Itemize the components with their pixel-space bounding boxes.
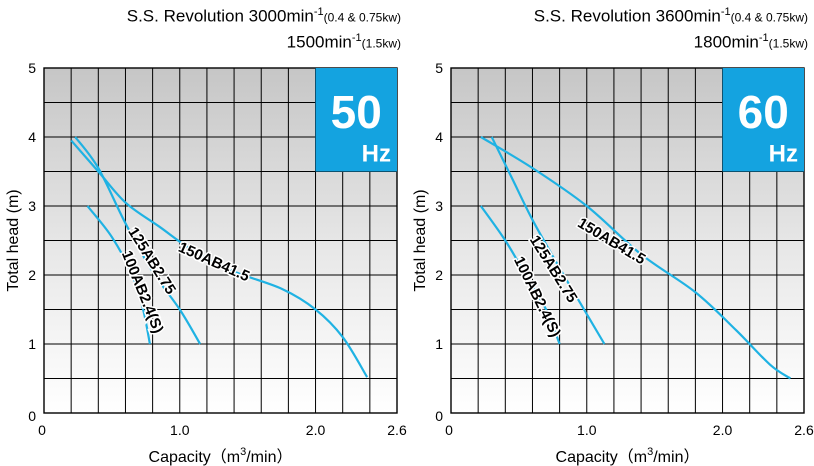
chart-panel-50hz: S.S. Revolution 3000min-1(0.4 & 0.75kw) …	[5, 6, 407, 466]
chart-title-line2: 1500min-1(1.5kw)	[287, 32, 401, 53]
y-tick-label: 5	[28, 60, 36, 76]
y-axis-label: Total head (m)	[412, 189, 429, 291]
grid	[451, 68, 804, 413]
x-tick-label: 0	[38, 422, 46, 438]
y-tick-label: 3	[435, 198, 443, 214]
y-tick-label: 4	[28, 129, 36, 145]
title-text: 1800min	[693, 32, 759, 52]
x-tick-label: 1.0	[577, 422, 597, 438]
x-axis-label: Capacity（m3/min）	[149, 446, 293, 466]
title-text: S.S. Revolution 3600min	[533, 6, 721, 26]
title-note: (0.4 & 0.75kw)	[730, 10, 808, 25]
title-sup: -1	[313, 6, 324, 18]
y-tick-label: 5	[435, 60, 443, 76]
frequency-badge-unit: Hz	[362, 141, 391, 168]
chart-title-line2: 1800min-1(1.5kw)	[694, 32, 808, 53]
x-tick-label: 0	[445, 422, 453, 438]
title-text: S.S. Revolution 3000min	[126, 6, 314, 26]
y-axis-label: Total head (m)	[5, 189, 22, 291]
y-tick-label: 2	[435, 267, 443, 283]
plot-frame	[43, 67, 398, 414]
y-tick-label: 1	[28, 336, 36, 352]
title-note: (1.5kw)	[768, 36, 808, 51]
title-text: 1500min	[286, 32, 352, 52]
series-line-150ab41-5	[70, 139, 369, 378]
title-sup: -1	[720, 6, 731, 18]
frequency-badge-number: 60	[738, 86, 789, 138]
y-tick-label: 0	[435, 408, 443, 424]
chart-title-line1: S.S. Revolution 3600min-1(0.4 & 0.75kw)	[534, 6, 808, 27]
series-line-150ab41-5	[480, 136, 792, 380]
series-line-125ab2-75	[74, 136, 202, 345]
x-tick-label: 2.6	[387, 422, 407, 438]
y-tick-label: 1	[435, 336, 443, 352]
series-line-100ab2-4-s-	[86, 205, 151, 345]
title-note: (0.4 & 0.75kw)	[323, 10, 401, 25]
title-note: (1.5kw)	[361, 36, 401, 51]
y-tick-label: 4	[435, 129, 443, 145]
chart-title-line1: S.S. Revolution 3000min-1(0.4 & 0.75kw)	[127, 6, 401, 27]
y-tick-label: 2	[28, 267, 36, 283]
y-tick-label: 0	[28, 408, 36, 424]
x-tick-label: 2.6	[794, 422, 814, 438]
series-line-100ab2-4-s-	[479, 205, 561, 345]
title-sup: -1	[758, 32, 769, 44]
frequency-badge	[315, 68, 397, 172]
x-tick-label: 2.0	[306, 422, 326, 438]
x-axis-label: Capacity（m3/min）	[556, 446, 700, 466]
frequency-badge-number: 50	[331, 86, 382, 138]
y-tick-label: 3	[28, 198, 36, 214]
plot-frame	[450, 67, 805, 414]
chart-panel-60hz: S.S. Revolution 3600min-1(0.4 & 0.75kw) …	[407, 0, 814, 466]
x-tick-label: 1.0	[170, 422, 190, 438]
frequency-badge-unit: Hz	[769, 141, 798, 168]
frequency-badge	[722, 68, 804, 172]
x-tick-label: 2.0	[713, 422, 733, 438]
series-line-125ab2-75	[490, 136, 606, 345]
grid	[44, 68, 397, 413]
title-sup: -1	[351, 32, 362, 44]
